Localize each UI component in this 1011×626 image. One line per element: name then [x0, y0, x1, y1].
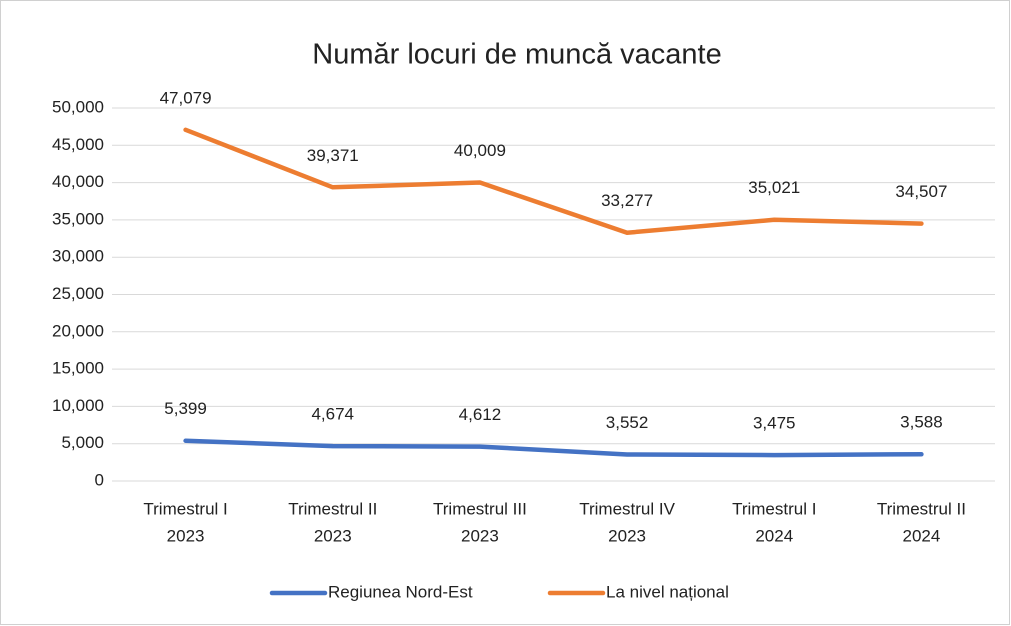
y-tick-label: 0: [95, 470, 104, 489]
data-label: 47,079: [160, 88, 212, 107]
x-tick-label: 2024: [903, 526, 941, 545]
x-tick-label: Trimestrul IV: [579, 499, 675, 518]
x-tick-label: Trimestrul II: [288, 499, 377, 518]
data-label: 3,588: [900, 413, 943, 432]
y-tick-label: 50,000: [52, 97, 104, 116]
x-tick-label: 2024: [755, 526, 793, 545]
data-label: 33,277: [601, 191, 653, 210]
x-tick-label: Trimestrul II: [877, 499, 966, 518]
data-label: 3,552: [606, 413, 649, 432]
x-tick-label: 2023: [167, 526, 205, 545]
y-tick-label: 5,000: [61, 433, 104, 452]
y-tick-label: 35,000: [52, 209, 104, 228]
series-line: [183, 438, 924, 458]
x-tick-label: Trimestrul III: [433, 499, 527, 518]
y-tick-label: 30,000: [52, 247, 104, 266]
series-line: [183, 127, 924, 236]
data-label: 5,399: [164, 399, 207, 418]
y-tick-label: 25,000: [52, 284, 104, 303]
data-label: 40,009: [454, 141, 506, 160]
data-label: 3,475: [753, 414, 796, 433]
legend-label: Regiunea Nord-Est: [328, 582, 473, 601]
data-label: 4,612: [459, 405, 502, 424]
legend-label: La nivel național: [606, 582, 729, 601]
data-label: 34,507: [895, 182, 947, 201]
x-tick-label: Trimestrul I: [143, 499, 227, 518]
y-tick-label: 45,000: [52, 135, 104, 154]
chart-title: Număr locuri de muncă vacante: [312, 39, 721, 71]
x-tick-label: 2023: [608, 526, 646, 545]
x-tick-label: 2023: [461, 526, 499, 545]
y-tick-label: 15,000: [52, 359, 104, 378]
y-tick-label: 20,000: [52, 321, 104, 340]
data-label: 35,021: [748, 178, 800, 197]
y-tick-label: 40,000: [52, 172, 104, 191]
x-tick-label: 2023: [314, 526, 352, 545]
y-tick-label: 10,000: [52, 396, 104, 415]
data-label: 39,371: [307, 146, 359, 165]
x-tick-label: Trimestrul I: [732, 499, 816, 518]
data-label: 4,674: [311, 405, 354, 424]
